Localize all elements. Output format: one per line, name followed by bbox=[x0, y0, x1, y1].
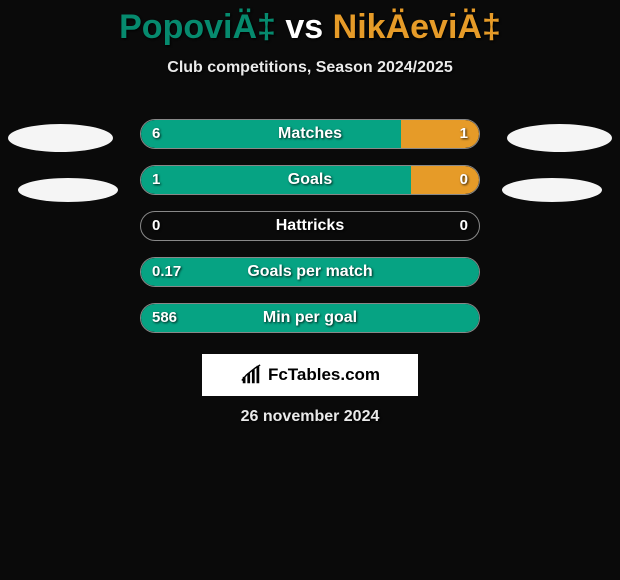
stat-row: 0.17Goals per match bbox=[0, 257, 620, 287]
stat-row: 10Goals bbox=[0, 165, 620, 195]
stat-row: 61Matches bbox=[0, 119, 620, 149]
stat-row: 586Min per goal bbox=[0, 303, 620, 333]
player1-name: PopoviÄ‡ bbox=[119, 8, 276, 46]
stat-label: Goals bbox=[140, 165, 480, 195]
chart-icon bbox=[240, 364, 262, 386]
stat-label: Goals per match bbox=[140, 257, 480, 287]
stat-label: Min per goal bbox=[140, 303, 480, 333]
fctables-logo: FcTables.com bbox=[202, 354, 418, 396]
comparison-title: PopoviÄ‡ vs NikÄeviÄ‡ bbox=[0, 0, 620, 47]
date-text: 26 november 2024 bbox=[0, 408, 620, 426]
logo-text: FcTables.com bbox=[268, 365, 380, 385]
vs-text: vs bbox=[285, 8, 323, 46]
stat-label: Matches bbox=[140, 119, 480, 149]
subtitle: Club competitions, Season 2024/2025 bbox=[0, 59, 620, 77]
stats-rows: 61Matches 10Goals 00Hattricks 0.17Goals per… bbox=[0, 119, 620, 333]
stat-row: 00Hattricks bbox=[0, 211, 620, 241]
player2-name: NikÄeviÄ‡ bbox=[333, 8, 501, 46]
stat-label: Hattricks bbox=[140, 211, 480, 241]
